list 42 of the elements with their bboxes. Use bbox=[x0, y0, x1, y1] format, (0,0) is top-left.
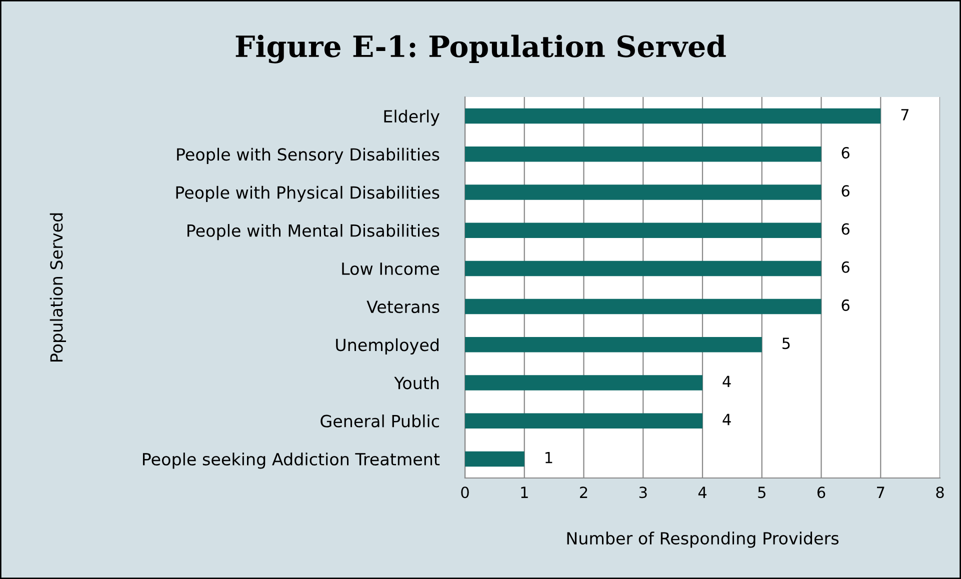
data-label: 6 bbox=[842, 223, 850, 235]
bar bbox=[465, 375, 702, 390]
x-tick-label: 5 bbox=[758, 486, 766, 498]
bar bbox=[465, 222, 822, 238]
x-axis-title: Number of Responding Providers bbox=[567, 532, 839, 548]
data-label: 6 bbox=[842, 147, 850, 159]
data-label: 6 bbox=[842, 261, 850, 273]
x-tick-label: 0 bbox=[461, 486, 469, 498]
y-axis-title: Population Served bbox=[50, 213, 66, 362]
x-tick-label: 1 bbox=[521, 486, 528, 498]
bar bbox=[465, 184, 822, 200]
bar bbox=[465, 146, 822, 162]
y-tick-label: People with Mental Disabilities bbox=[188, 224, 440, 240]
bar bbox=[465, 337, 762, 352]
y-tick-label: Youth bbox=[394, 376, 439, 390]
chart-title: Figure E-1: Population Served bbox=[236, 34, 726, 64]
data-label: 6 bbox=[842, 299, 850, 311]
x-tick-label: 2 bbox=[580, 486, 588, 498]
y-tick-label: People with Sensory Disabilities bbox=[177, 148, 440, 164]
y-tick-label: Veterans bbox=[366, 300, 440, 314]
data-label: 7 bbox=[901, 109, 908, 120]
x-tick-label: 3 bbox=[639, 486, 647, 498]
x-tick-label: 7 bbox=[877, 486, 884, 498]
y-tick-label: Unemployed bbox=[336, 338, 438, 354]
x-tick-label: 8 bbox=[936, 486, 944, 498]
bar bbox=[465, 108, 881, 124]
data-label: 5 bbox=[782, 338, 790, 350]
bar bbox=[465, 451, 524, 467]
y-tick-label: People seeking Addiction Treatment bbox=[142, 452, 440, 469]
bar bbox=[465, 413, 702, 428]
data-label: 4 bbox=[722, 414, 731, 426]
x-tick-label: 4 bbox=[698, 486, 707, 498]
data-label: 4 bbox=[722, 376, 731, 387]
bar bbox=[465, 298, 822, 314]
y-tick-label: Elderly bbox=[384, 110, 440, 126]
y-tick-label: Low Income bbox=[342, 262, 440, 276]
data-label: 6 bbox=[842, 185, 850, 197]
bar bbox=[465, 260, 822, 276]
y-tick-label: People with Physical Disabilities bbox=[176, 186, 440, 202]
y-tick-label: General Public bbox=[320, 414, 439, 428]
x-tick-label: 6 bbox=[817, 486, 826, 498]
data-label: 1 bbox=[546, 452, 552, 464]
